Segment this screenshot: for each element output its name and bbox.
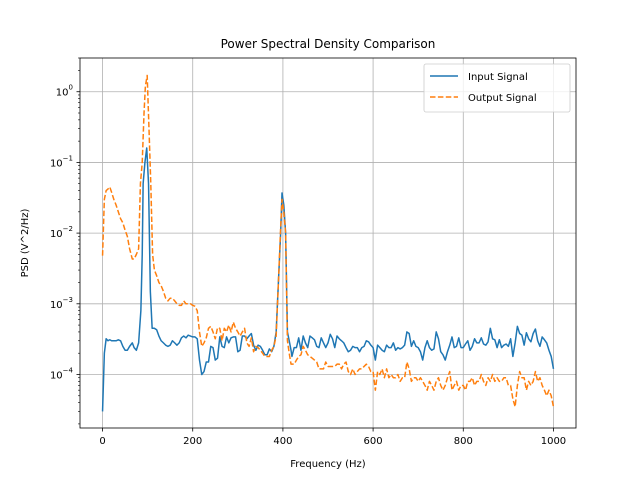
chart-legend: Input Signal Output Signal xyxy=(423,63,571,113)
x-tick-label: 0 xyxy=(99,436,105,447)
x-tick-label: 800 xyxy=(454,436,473,447)
legend-label: Input Signal xyxy=(468,72,528,83)
y-axis-ticks: 10−4 10−3 10−2 10−1 100 xyxy=(50,57,80,425)
x-axis-ticks: 0 200 400 600 800 1000 xyxy=(99,428,566,447)
plot-area-frame xyxy=(79,57,577,429)
y-tick-label: 10−3 xyxy=(50,296,73,311)
y-tick-label: 10−1 xyxy=(50,154,73,169)
x-axis-label: Frequency (Hz) xyxy=(290,459,366,470)
series-line-output-signal xyxy=(101,74,555,408)
x-tick-label: 400 xyxy=(273,436,292,447)
series-line-input-signal xyxy=(101,147,555,412)
legend-label: Output Signal xyxy=(468,93,537,104)
y-tick-label: 100 xyxy=(56,84,73,99)
x-tick-label: 1000 xyxy=(541,436,566,447)
y-tick-label: 10−2 xyxy=(50,225,73,240)
legend-box xyxy=(423,63,571,113)
chart-title: Power Spectral Density Comparison xyxy=(221,37,436,51)
x-tick-label: 600 xyxy=(364,436,383,447)
y-axis-label: PSD (V^2/Hz) xyxy=(20,209,31,278)
x-tick-label: 200 xyxy=(183,436,202,447)
plot-series xyxy=(101,74,555,412)
y-tick-label: 10−4 xyxy=(50,366,74,381)
